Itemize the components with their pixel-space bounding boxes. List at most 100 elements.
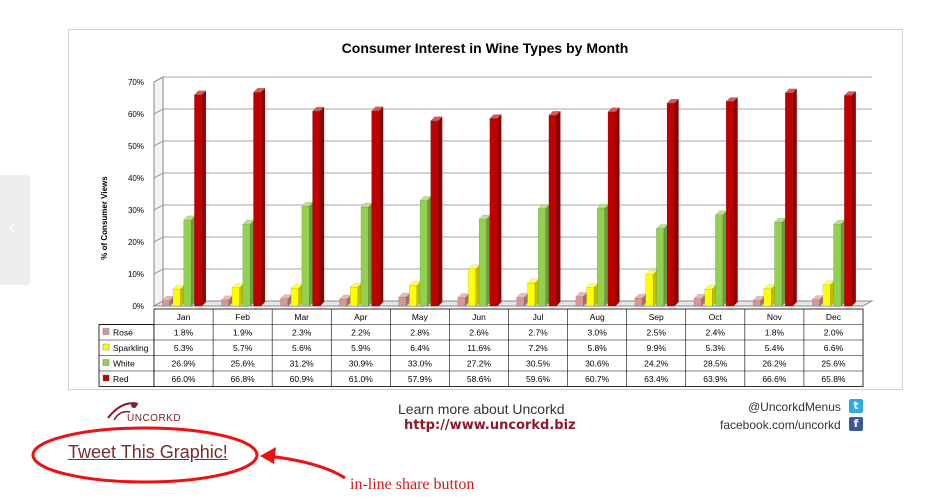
bar-top-highlight [479,214,491,219]
bar-sparkling-jan [172,284,185,307]
x-tick-label: Mar [294,312,309,322]
x-tick-label: Jul [533,312,544,322]
annotation-label: in-line share button [350,476,475,493]
bar-red-jan [193,90,207,307]
bar-side-shade [534,278,539,306]
facebook-icon[interactable]: f [849,417,863,431]
x-tick-label: Jan [177,312,191,322]
bar-ros-apr [339,294,352,307]
y-tick-label: 30% [128,206,144,215]
bar-top-highlight [339,294,352,299]
data-cell: 30.5% [526,359,551,369]
bar-side-shade [475,264,480,306]
bar-side-shade [497,114,502,306]
data-cell: 25.6% [821,359,846,369]
bar-side-shade [486,214,491,306]
carousel-prev-tab[interactable]: ‹ [0,175,30,285]
gridline-side [153,268,164,275]
bar-red-dec [843,90,857,307]
bar-top-highlight [312,107,325,112]
data-cell: 6.6% [824,343,844,353]
x-tick-label: Aug [590,312,605,322]
bar-top-highlight [232,283,244,288]
data-cell: 58.6% [467,374,492,384]
bar-side-shade [556,111,561,306]
bar-side-shade [438,116,443,306]
gridline-side [153,204,164,211]
bar-side-shade [712,285,717,306]
bar-top-highlight [468,264,480,269]
bar-side-shade [239,283,244,306]
bar-top-highlight [715,210,727,215]
data-cell: 7.2% [528,343,548,353]
gridline-side [153,108,164,115]
twitter-icon[interactable]: t [849,399,863,413]
bar-side-shade [830,280,835,306]
data-cell: 5.8% [587,343,607,353]
data-cell: 5.7% [233,343,253,353]
bar-ros-sep [634,293,647,307]
bar-sparkling-aug [586,282,599,307]
y-axis-label: % of Consumer Views [100,176,109,260]
bar-side-shade [701,294,706,306]
x-tick-label: Sep [649,312,664,322]
bar-side-shade [663,224,668,306]
bar-side-shade [524,293,529,306]
bar-side-shade [792,88,797,306]
data-cell: 5.3% [706,343,726,353]
data-cell: 66.0% [171,374,196,384]
bar-side [260,87,266,307]
data-cell: 26.2% [762,359,787,369]
data-cell: 59.6% [526,374,551,384]
data-cell: 5.6% [292,343,312,353]
bar-red-jul [548,110,561,307]
data-cell: 57.9% [408,374,433,384]
bar-white-dec [833,219,846,307]
bar-side [319,106,325,307]
data-cell: 61.0% [349,374,374,384]
x-tick-label: Apr [354,312,367,322]
data-cell: 2.8% [410,328,430,338]
data-cell: 65.8% [821,374,846,384]
bar-side [615,107,620,307]
bar-sparkling-apr [349,282,363,307]
tweet-this-graphic-button[interactable]: Tweet This Graphic! [68,442,228,462]
bar-top-highlight [194,90,206,95]
bar-top-highlight [516,293,529,298]
bar-side-shade [260,88,265,306]
legend-swatch [102,328,110,335]
bar-side-shade [674,99,679,307]
bar-top-highlight [527,278,539,283]
data-cell: 2.0% [824,328,844,338]
bar-top [430,116,443,121]
y-tick-label: 40% [128,174,144,183]
y-tick-label: 70% [128,78,144,87]
bar-side-shade [406,293,411,306]
bar-top [666,98,680,104]
data-cell: 27.2% [467,359,492,369]
bar-side-shade [583,292,588,306]
bar-ros-oct [693,293,707,307]
legend-swatch [102,343,110,351]
uncorkd-url-link[interactable]: http://www.uncorkd.biz [404,418,576,433]
x-tick-label: Oct [709,312,723,322]
bar-top-highlight [785,88,797,93]
bar-top-highlight [575,292,588,297]
bar-top-highlight [844,91,856,96]
bar-top-highlight [221,295,233,300]
bar-red-aug [607,107,620,307]
bar-ros-nov [752,295,766,307]
legend-entry: Red [113,374,129,384]
bar-side [201,90,207,307]
x-tick-label: Feb [235,312,250,322]
bar-red-may [430,116,443,307]
bar-top-highlight [822,280,835,285]
bar-white-oct [714,210,728,307]
uncorkd-logo-text: UNCORKD [127,413,182,424]
annotation-arrow [267,454,346,480]
bar-top-highlight [430,116,443,121]
bar-side-shade [722,210,727,306]
bar-red-sep [666,98,680,307]
bar-top [252,88,266,93]
data-cell: 5.4% [765,343,785,353]
